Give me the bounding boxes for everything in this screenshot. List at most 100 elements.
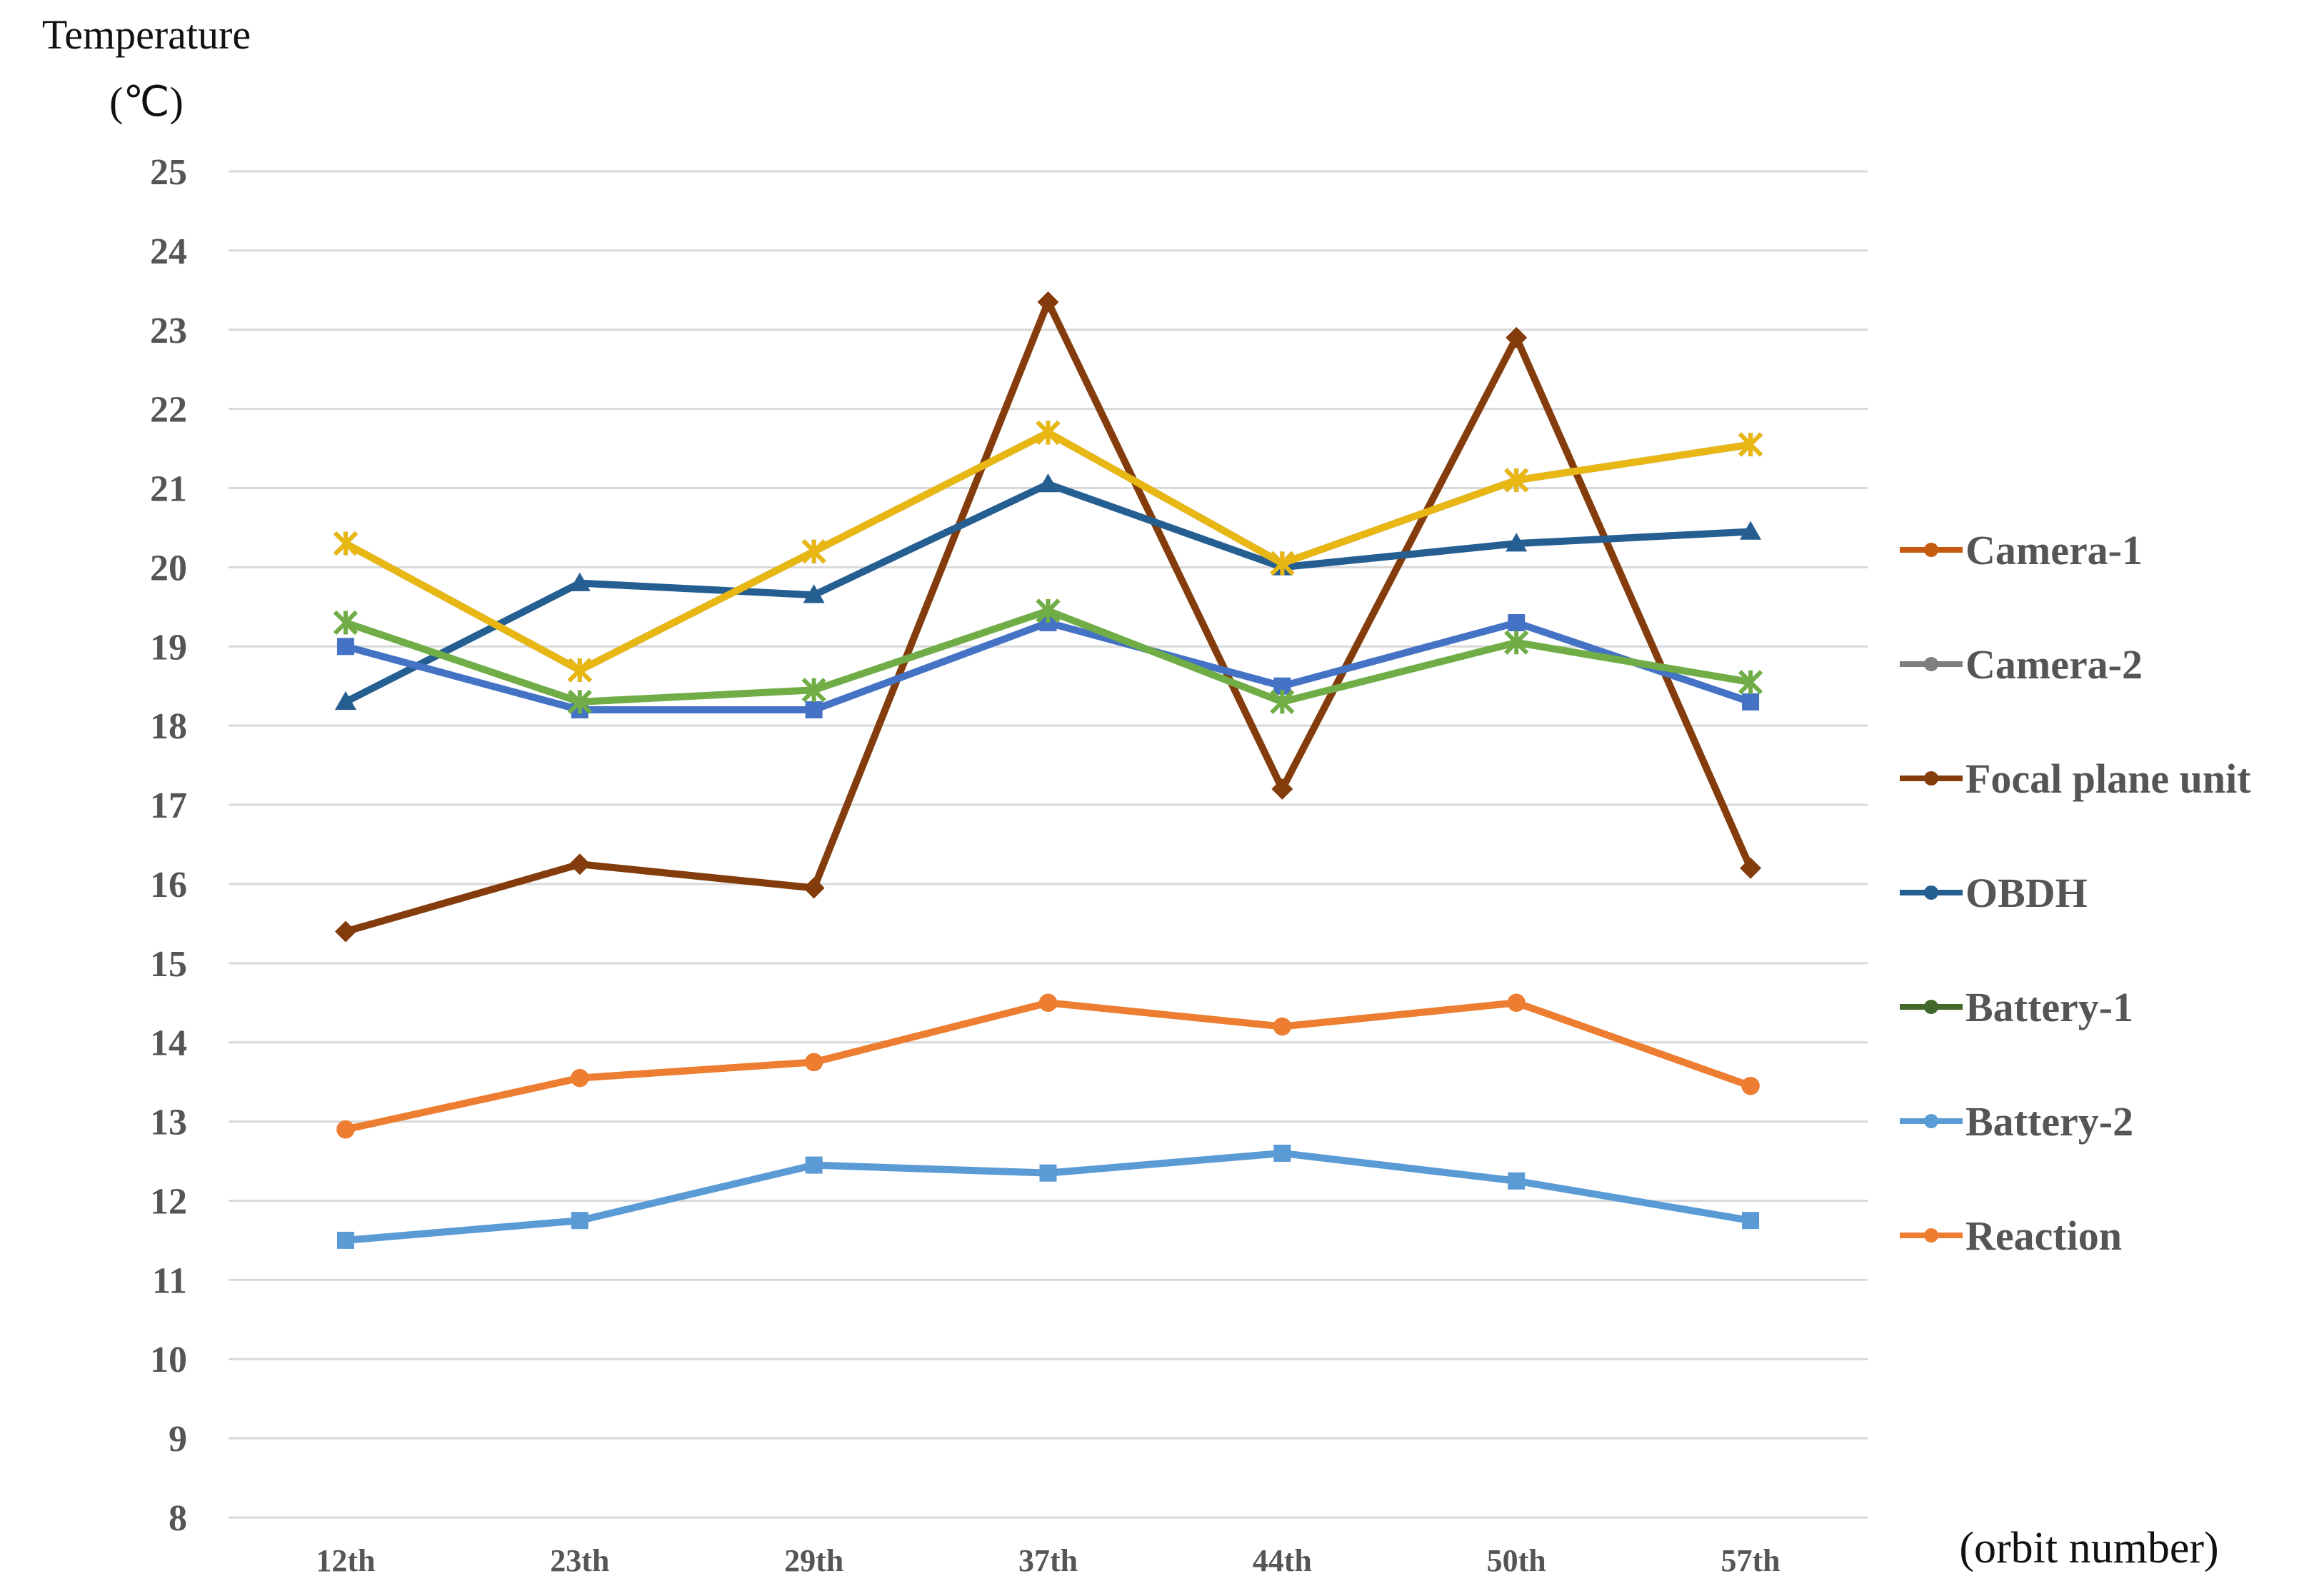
series-line: [344, 428, 1751, 674]
series-focal-plane-unit: [334, 291, 1762, 943]
y-tick-label: 19: [150, 627, 187, 668]
x-tick-label: 37th: [1018, 1543, 1078, 1578]
data-point-marker: [1271, 778, 1293, 800]
series-line: [344, 999, 1752, 1133]
data-point-marker: [567, 658, 592, 683]
y-tick-label: 25: [150, 152, 187, 193]
legend-label: Focal plane unit: [1965, 756, 2251, 802]
data-point-marker: [1273, 1017, 1292, 1036]
series-reaction: [336, 993, 1760, 1139]
legend-swatch-marker: [1924, 1114, 1938, 1128]
legend-swatch-marker: [1924, 543, 1938, 557]
series-line: [344, 428, 1751, 674]
series-camera-1: [333, 420, 1763, 683]
data-point-marker: [1740, 857, 1762, 879]
legend-label: Camera-2: [1965, 641, 2143, 688]
legend-label: OBDH: [1965, 870, 2088, 916]
data-point-marker: [1273, 1144, 1291, 1162]
data-point-marker: [803, 877, 825, 899]
data-point-marker: [571, 1068, 589, 1088]
data-point-marker: [1504, 630, 1529, 655]
data-point-marker: [334, 920, 356, 943]
data-point-marker: [1039, 1164, 1057, 1182]
legend-swatch-marker: [1924, 1228, 1938, 1243]
legend-swatch-marker: [1924, 771, 1938, 786]
legend-item: Camera-2: [1900, 641, 2143, 688]
y-tick-label: 18: [150, 706, 187, 747]
x-tick-label: 57th: [1721, 1543, 1780, 1578]
legend-swatch-marker: [1924, 1000, 1938, 1014]
y-tick-label: 24: [150, 231, 187, 272]
data-point-marker: [1038, 993, 1058, 1013]
y-tick-label: 16: [150, 865, 187, 905]
legend-item: Reaction: [1900, 1213, 2122, 1259]
series-obdh: [334, 473, 1762, 711]
data-point-marker: [1742, 693, 1760, 711]
y-tick-label: 10: [150, 1340, 187, 1380]
gridlines: [229, 170, 1868, 1519]
data-point-marker: [1506, 326, 1528, 348]
data-point-marker: [336, 1120, 355, 1139]
y-tick-label: 8: [169, 1498, 187, 1539]
y-tick-label: 17: [150, 786, 187, 826]
x-axis-title: (orbit number): [1959, 1524, 2218, 1572]
data-point-marker: [1037, 291, 1059, 313]
legend-item: Battery-1: [1900, 984, 2133, 1030]
series-lines: [333, 291, 1763, 1249]
y-tick-label: 15: [150, 944, 187, 985]
series-battery-1: [333, 598, 1763, 715]
data-point-marker: [804, 1053, 823, 1072]
data-point-marker: [333, 610, 359, 636]
x-tick-label: 12th: [316, 1543, 375, 1578]
data-point-marker: [1508, 1172, 1526, 1190]
series-camera-2: [333, 420, 1763, 683]
data-point-marker: [1508, 614, 1526, 632]
legend-item: Camera-1: [1900, 527, 2143, 573]
y-tick-label: 14: [150, 1023, 187, 1064]
data-point-marker: [1740, 521, 1762, 540]
data-point-marker: [801, 678, 826, 703]
legend-item: Battery-2: [1900, 1098, 2133, 1145]
legend-swatch-marker: [1924, 885, 1938, 900]
y-tick-label: 11: [152, 1260, 187, 1301]
data-point-marker: [1741, 1076, 1760, 1095]
legend-label: Battery-1: [1965, 984, 2133, 1030]
x-tick-label: 23th: [550, 1543, 609, 1578]
legend-item: OBDH: [1900, 870, 2088, 916]
data-point-marker: [803, 584, 825, 603]
legend: Camera-1 Camera-2 Focal plane unit OBDH Batt…: [1900, 527, 2251, 1259]
legend-swatch-marker: [1924, 657, 1938, 671]
data-point-marker: [1742, 1212, 1760, 1230]
y-axis-title-line1: Temperature: [42, 11, 251, 58]
data-point-marker: [801, 539, 826, 564]
data-point-marker: [1036, 420, 1061, 446]
data-point-marker: [1504, 468, 1529, 493]
data-point-marker: [567, 689, 592, 715]
data-point-marker: [1036, 598, 1061, 623]
y-tick-label: 13: [150, 1103, 187, 1143]
legend-label: Camera-1: [1965, 527, 2143, 573]
y-tick-label: 21: [150, 469, 187, 510]
data-point-marker: [805, 1156, 823, 1174]
legend-label: Reaction: [1965, 1213, 2122, 1259]
x-tick-label: 44th: [1253, 1543, 1312, 1578]
data-point-marker: [1738, 432, 1763, 457]
series-battery-2: [336, 614, 1760, 718]
data-point-marker: [1037, 473, 1059, 493]
legend-item: Focal plane unit: [1900, 756, 2251, 802]
data-point-marker: [1270, 689, 1295, 715]
data-point-marker: [336, 1231, 354, 1249]
y-tick-label: 22: [150, 390, 187, 431]
y-tick-label: 9: [169, 1419, 187, 1460]
x-tick-label: 29th: [784, 1543, 843, 1578]
y-axis-ticks: 8 9 10 11 12 13 14 15 16 17 18 19 20 21 22 23 24 25: [150, 152, 187, 1539]
y-tick-label: 12: [150, 1181, 187, 1222]
data-point-marker: [805, 701, 823, 718]
y-axis-title-line2: (℃): [109, 79, 184, 125]
data-point-marker: [336, 638, 354, 656]
data-point-marker: [1507, 993, 1526, 1013]
series-unlabeled: [336, 1144, 1760, 1249]
data-point-marker: [569, 853, 591, 875]
data-point-marker: [1506, 533, 1528, 552]
